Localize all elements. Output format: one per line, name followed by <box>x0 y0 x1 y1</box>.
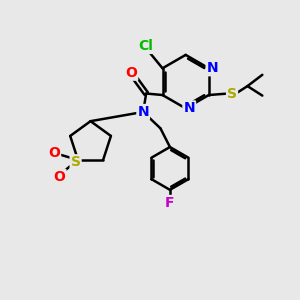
Text: O: O <box>48 146 60 160</box>
Text: Cl: Cl <box>139 39 154 53</box>
Text: N: N <box>207 61 218 75</box>
Text: S: S <box>70 155 81 169</box>
Text: F: F <box>165 196 175 210</box>
Text: O: O <box>54 170 65 184</box>
Text: O: O <box>125 66 137 80</box>
Text: S: S <box>227 86 237 100</box>
Text: N: N <box>137 105 149 119</box>
Text: N: N <box>183 101 195 116</box>
